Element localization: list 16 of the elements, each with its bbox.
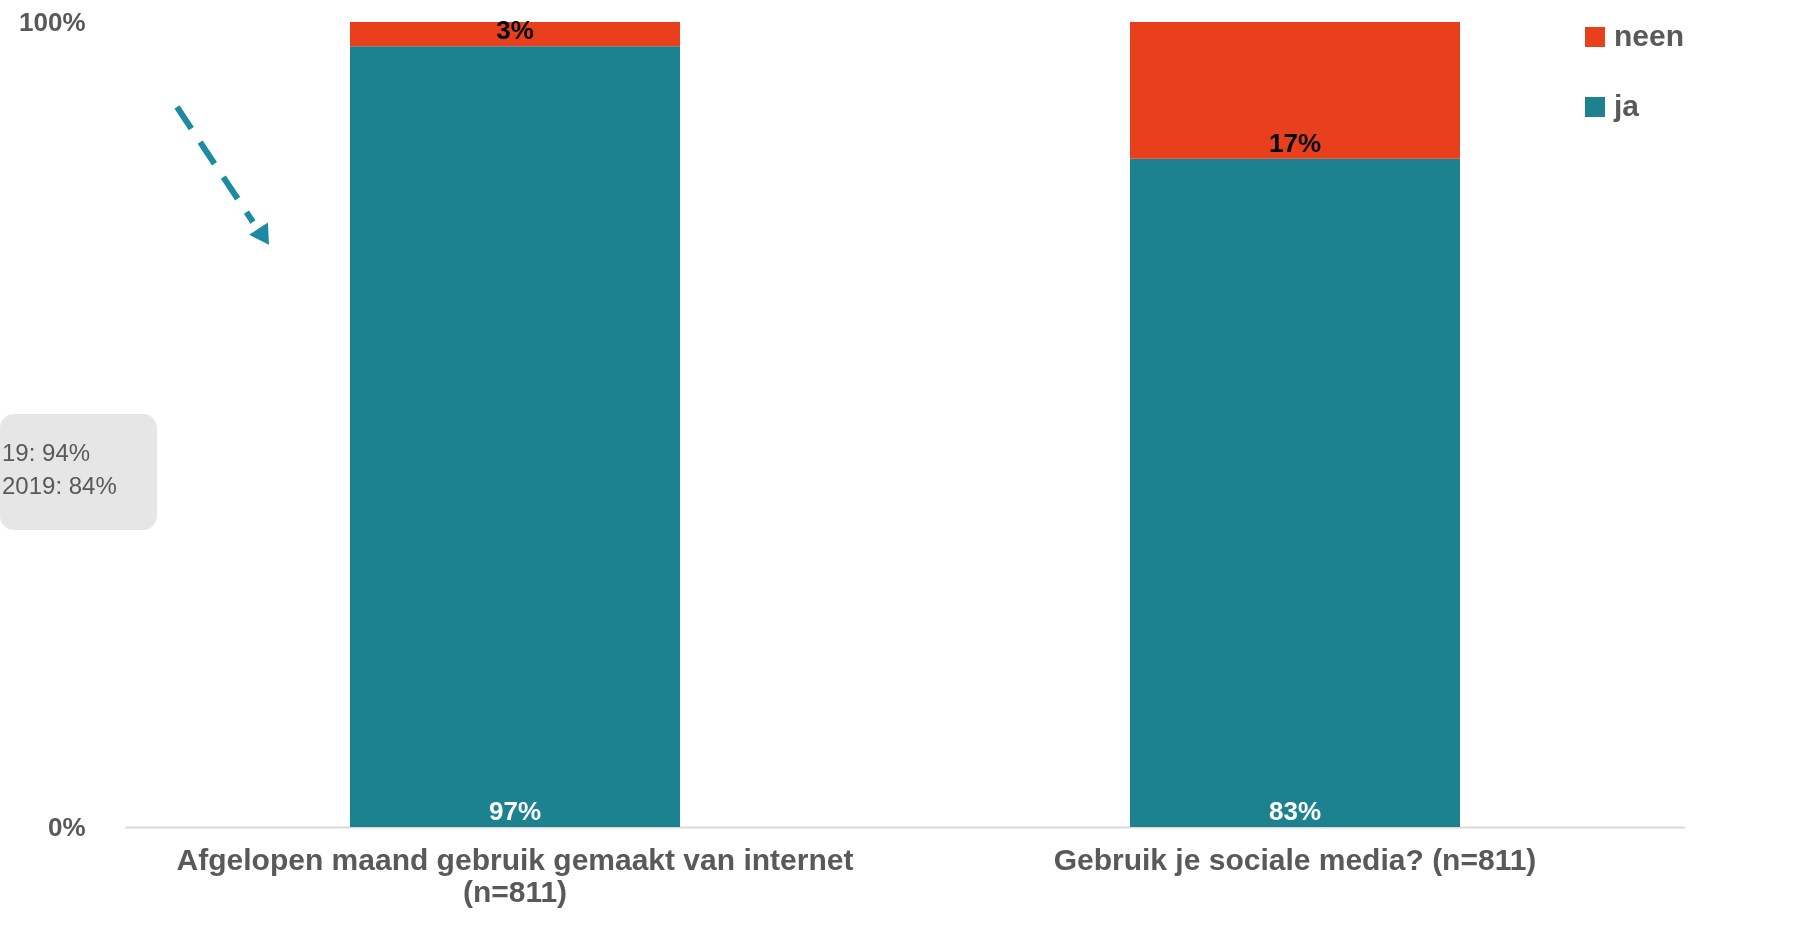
y-tick-label: 0% bbox=[47, 811, 86, 842]
y-tick-label: 100% bbox=[19, 6, 86, 37]
legend-label: neen bbox=[1614, 19, 1685, 52]
x-tick-label: Afgelopen maand gebruik gemaakt van internet (n=811) bbox=[176, 842, 854, 908]
text: 19: 94% bbox=[2, 439, 91, 466]
data-label: 83% bbox=[1268, 796, 1322, 826]
bar bbox=[350, 46, 680, 827]
data-label: 97% bbox=[488, 796, 542, 826]
legend-label: ja bbox=[1613, 89, 1640, 122]
x-tick-label: Gebruik je sociale media? (n=811) bbox=[1053, 842, 1537, 876]
bar bbox=[350, 22, 680, 47]
data-label: 17% bbox=[1268, 127, 1322, 158]
bar bbox=[1130, 158, 1460, 827]
text: 2019: 84% bbox=[2, 472, 117, 499]
bar bbox=[1130, 22, 1460, 159]
data-label: 3% bbox=[496, 15, 534, 46]
